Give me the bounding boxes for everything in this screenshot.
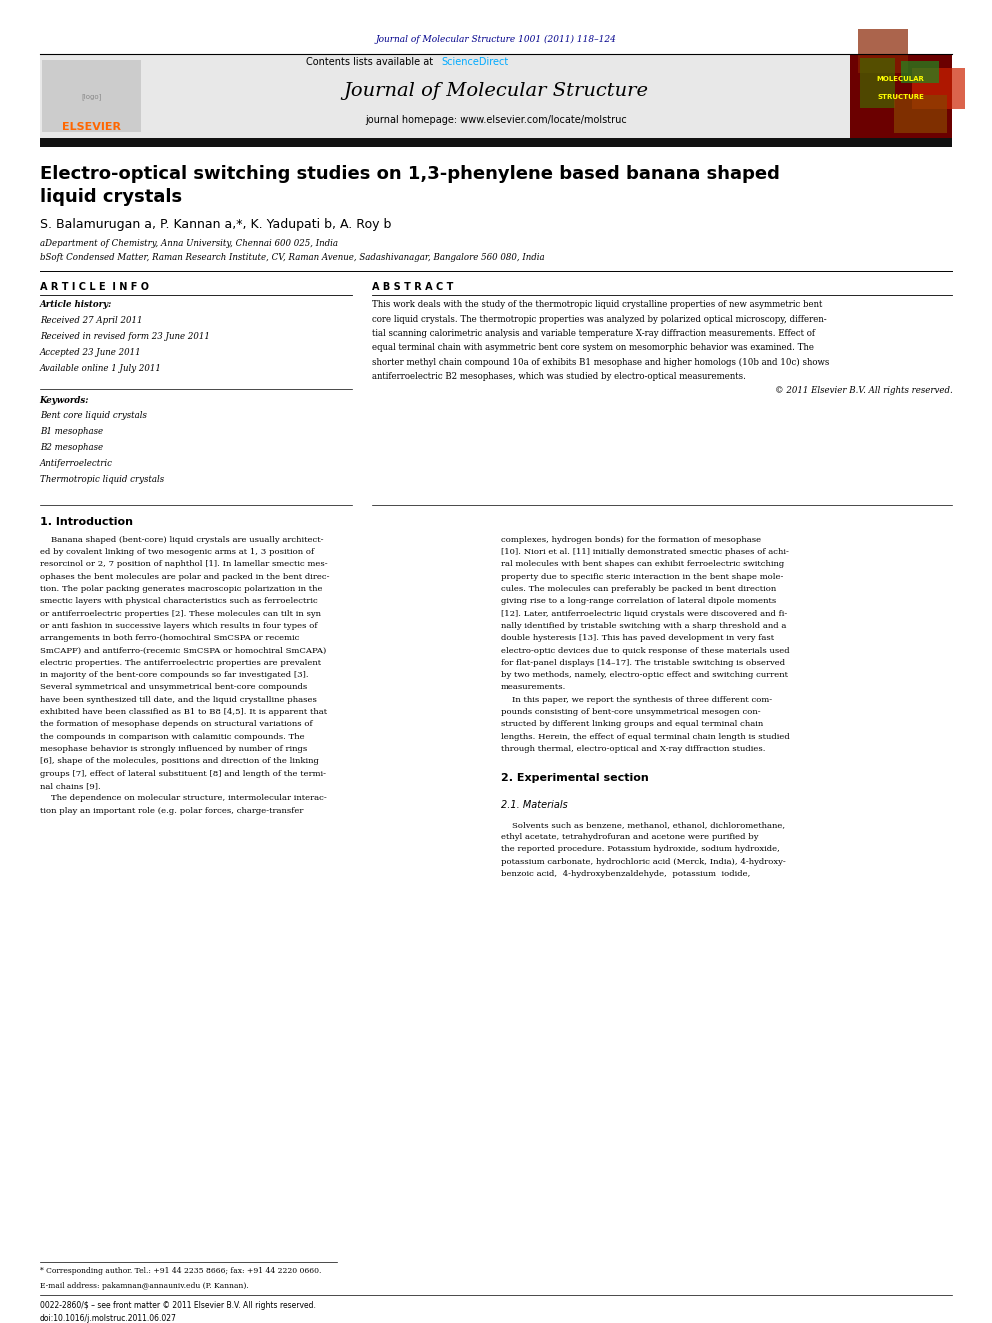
Text: the formation of mesophase depends on structural variations of: the formation of mesophase depends on st… [40,720,312,729]
Text: SmCAPF) and antiferro-(recemic SmCSPA or homochiral SmCAPA): SmCAPF) and antiferro-(recemic SmCSPA or… [40,647,326,655]
Text: © 2011 Elsevier B.V. All rights reserved.: © 2011 Elsevier B.V. All rights reserved… [775,386,952,396]
Text: Thermotropic liquid crystals: Thermotropic liquid crystals [40,475,164,484]
Text: aDepartment of Chemistry, Anna University, Chennai 600 025, India: aDepartment of Chemistry, Anna Universit… [40,239,337,249]
Text: for flat-panel displays [14–17]. The tristable switching is observed: for flat-panel displays [14–17]. The tri… [501,659,785,667]
Text: equal terminal chain with asymmetric bent core system on mesomorphic behavior wa: equal terminal chain with asymmetric ben… [372,343,814,352]
Text: by two methods, namely, electro-optic effect and switching current: by two methods, namely, electro-optic ef… [501,671,788,679]
Text: journal homepage: www.elsevier.com/locate/molstruc: journal homepage: www.elsevier.com/locat… [365,115,627,126]
Text: the compounds in comparison with calamitic compounds. The: the compounds in comparison with calamit… [40,733,305,741]
Text: In this paper, we report the synthesis of three different com-: In this paper, we report the synthesis o… [501,696,772,704]
Text: the reported procedure. Potassium hydroxide, sodium hydroxide,: the reported procedure. Potassium hydrox… [501,845,780,853]
Text: have been synthesized till date, and the liquid crystalline phases: have been synthesized till date, and the… [40,696,316,704]
Text: ScienceDirect: ScienceDirect [441,57,509,67]
Bar [850,54,952,138]
Text: Bent core liquid crystals: Bent core liquid crystals [40,411,147,421]
Text: bSoft Condensed Matter, Raman Research Institute, CV, Raman Avenue, Sadashivanag: bSoft Condensed Matter, Raman Research I… [40,253,545,262]
Text: or antiferroelectric properties [2]. These molecules can tilt in syn: or antiferroelectric properties [2]. The… [40,610,320,618]
Text: 0022-2860/$ – see front matter © 2011 Elsevier B.V. All rights reserved.: 0022-2860/$ – see front matter © 2011 El… [40,1301,315,1310]
Text: or anti fashion in successive layers which results in four types of: or anti fashion in successive layers whi… [40,622,317,630]
Text: Journal of Molecular Structure 1001 (2011) 118–124: Journal of Molecular Structure 1001 (201… [376,34,616,44]
Text: A R T I C L E  I N F O: A R T I C L E I N F O [40,282,149,292]
Text: Contents lists available at: Contents lists available at [307,57,436,67]
Text: [6], shape of the molecules, positions and direction of the linking: [6], shape of the molecules, positions a… [40,757,318,765]
Text: Banana shaped (bent-core) liquid crystals are usually architect-: Banana shaped (bent-core) liquid crystal… [40,536,323,544]
Text: doi:10.1016/j.molstruc.2011.06.027: doi:10.1016/j.molstruc.2011.06.027 [40,1314,177,1323]
Text: giving rise to a long-range correlation of lateral dipole moments: giving rise to a long-range correlation … [501,598,776,606]
Text: 1. Introduction: 1. Introduction [40,517,133,528]
Text: Received in revised form 23 June 2011: Received in revised form 23 June 2011 [40,332,209,341]
Bar [858,29,908,73]
Text: STRUCTURE: STRUCTURE [877,94,925,99]
Text: exhibited have been classified as B1 to B8 [4,5]. It is apparent that: exhibited have been classified as B1 to … [40,708,326,716]
Text: Available online 1 July 2011: Available online 1 July 2011 [40,364,162,373]
Text: [10]. Niori et al. [11] initially demonstrated smectic phases of achi-: [10]. Niori et al. [11] initially demons… [501,548,789,556]
Bar [912,67,965,108]
Text: potassium carbonate, hydrochloric acid (Merck, India), 4-hydroxy-: potassium carbonate, hydrochloric acid (… [501,857,786,865]
Text: pounds consisting of bent-core unsymmetrical mesogen con-: pounds consisting of bent-core unsymmetr… [501,708,761,716]
Text: S. Balamurugan a, P. Kannan a,*, K. Yadupati b, A. Roy b: S. Balamurugan a, P. Kannan a,*, K. Yadu… [40,218,391,232]
Bar [894,95,946,134]
Text: Received 27 April 2011: Received 27 April 2011 [40,316,142,325]
Text: MOLECULAR: MOLECULAR [877,77,925,82]
Text: lengths. Herein, the effect of equal terminal chain length is studied: lengths. Herein, the effect of equal ter… [501,733,790,741]
Text: Electro-optical switching studies on 1,3-phenylene based banana shaped
liquid cr: Electro-optical switching studies on 1,3… [40,165,780,206]
Text: [12]. Later, antiferroelectric liquid crystals were discovered and fi-: [12]. Later, antiferroelectric liquid cr… [501,610,788,618]
Text: mesophase behavior is strongly influenced by number of rings: mesophase behavior is strongly influence… [40,745,307,753]
Text: nally identified by tristable switching with a sharp threshold and a: nally identified by tristable switching … [501,622,787,630]
Text: groups [7], effect of lateral substituent [8] and length of the termi-: groups [7], effect of lateral substituen… [40,770,325,778]
Text: tion. The polar packing generates macroscopic polarization in the: tion. The polar packing generates macros… [40,585,322,593]
Text: antiferroelectric B2 mesophases, which was studied by electro-optical measuremen: antiferroelectric B2 mesophases, which w… [372,372,746,381]
Text: Keywords:: Keywords: [40,396,89,405]
Text: property due to specific steric interaction in the bent shape mole-: property due to specific steric interact… [501,573,784,581]
Text: through thermal, electro-optical and X-ray diffraction studies.: through thermal, electro-optical and X-r… [501,745,766,753]
Text: benzoic acid,  4-hydroxybenzaldehyde,  potassium  iodide,: benzoic acid, 4-hydroxybenzaldehyde, pot… [501,871,750,878]
Text: The dependence on molecular structure, intermolecular interac-: The dependence on molecular structure, i… [40,794,326,802]
Text: electro-optic devices due to quick response of these materials used: electro-optic devices due to quick respo… [501,647,790,655]
Text: Accepted 23 June 2011: Accepted 23 June 2011 [40,348,141,357]
Text: Antiferroelectric: Antiferroelectric [40,459,113,468]
Text: ELSEVIER: ELSEVIER [62,122,121,132]
Text: arrangements in both ferro-(homochiral SmCSPA or recemic: arrangements in both ferro-(homochiral S… [40,634,299,642]
Text: shorter methyl chain compound 10a of exhibits B1 mesophase and higher homologs (: shorter methyl chain compound 10a of exh… [372,357,829,366]
Text: ethyl acetate, tetrahydrofuran and acetone were purified by: ethyl acetate, tetrahydrofuran and aceto… [501,833,759,841]
Text: smectic layers with physical characteristics such as ferroelectric: smectic layers with physical characteris… [40,598,317,606]
Text: complexes, hydrogen bonds) for the formation of mesophase: complexes, hydrogen bonds) for the forma… [501,536,761,544]
Bar [40,54,952,138]
Text: ed by covalent linking of two mesogenic arms at 1, 3 position of: ed by covalent linking of two mesogenic … [40,548,313,556]
Text: This work deals with the study of the thermotropic liquid crystalline properties: This work deals with the study of the th… [372,300,822,310]
Text: 2.1. Materials: 2.1. Materials [501,799,567,810]
Text: tial scanning calorimetric analysis and variable temperature X-ray diffraction m: tial scanning calorimetric analysis and … [372,329,815,337]
Text: Journal of Molecular Structure: Journal of Molecular Structure [343,82,649,101]
Text: measurements.: measurements. [501,684,566,692]
Text: electric properties. The antiferroelectric properties are prevalent: electric properties. The antiferroelectr… [40,659,320,667]
Text: tion play an important role (e.g. polar forces, charge-transfer: tion play an important role (e.g. polar … [40,807,303,815]
Text: in majority of the bent-core compounds so far investigated [3].: in majority of the bent-core compounds s… [40,671,309,679]
Text: B1 mesophase: B1 mesophase [40,427,103,437]
Text: ral molecules with bent shapes can exhibit ferroelectric switching: ral molecules with bent shapes can exhib… [501,561,785,569]
Bar [860,58,895,107]
Text: double hysteresis [13]. This has paved development in very fast: double hysteresis [13]. This has paved d… [501,634,774,642]
Bar [40,138,952,147]
Text: Solvents such as benzene, methanol, ethanol, dichloromethane,: Solvents such as benzene, methanol, etha… [501,820,785,828]
Text: ophases the bent molecules are polar and packed in the bent direc-: ophases the bent molecules are polar and… [40,573,329,581]
Text: B2 mesophase: B2 mesophase [40,443,103,452]
Text: nal chains [9].: nal chains [9]. [40,782,100,790]
Text: A B S T R A C T: A B S T R A C T [372,282,453,292]
Text: cules. The molecules can preferably be packed in bent direction: cules. The molecules can preferably be p… [501,585,776,593]
Bar [42,60,141,132]
Text: Several symmetrical and unsymmetrical bent-core compounds: Several symmetrical and unsymmetrical be… [40,684,307,692]
Text: * Corresponding author. Tel.: +91 44 2235 8666; fax: +91 44 2220 0660.: * Corresponding author. Tel.: +91 44 223… [40,1267,321,1275]
Text: E-mail address: pakamnan@annauniv.edu (P. Kannan).: E-mail address: pakamnan@annauniv.edu (P… [40,1282,248,1290]
Text: 2. Experimental section: 2. Experimental section [501,773,649,783]
Text: structed by different linking groups and equal terminal chain: structed by different linking groups and… [501,720,763,729]
Text: Article history:: Article history: [40,300,112,310]
Text: core liquid crystals. The thermotropic properties was analyzed by polarized opti: core liquid crystals. The thermotropic p… [372,315,826,324]
Text: [logo]: [logo] [81,93,101,101]
Bar [902,61,938,83]
Text: resorcinol or 2, 7 position of naphthol [1]. In lamellar smectic mes-: resorcinol or 2, 7 position of naphthol … [40,561,327,569]
